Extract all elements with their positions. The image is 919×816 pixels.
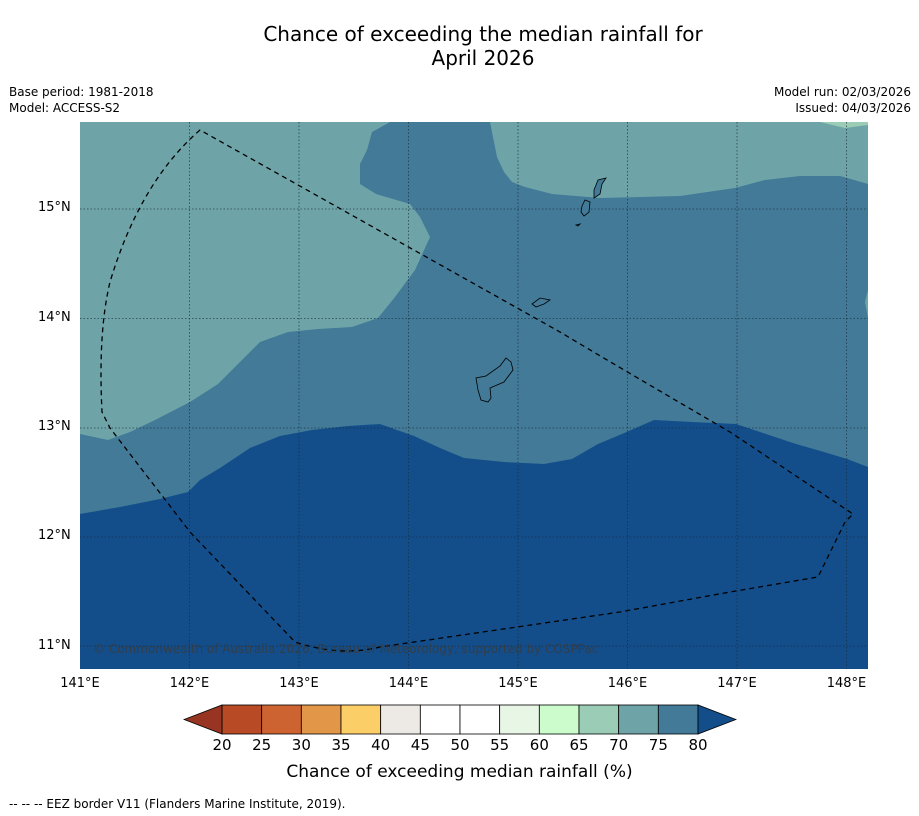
colorbar-cell (618, 704, 659, 735)
colorbar-tick: 70 (609, 736, 629, 754)
copyright-notice: © Commonwealth of Australia 2026, Bureau… (93, 642, 599, 656)
title-line-2: April 2026 (431, 46, 535, 70)
lon-label-141: 141°E (60, 676, 100, 691)
eez-border (100, 129, 855, 652)
base-period: Base period: 1981-2018 (9, 85, 154, 99)
colorbar-cell (419, 704, 461, 735)
region-70-75-patch (278, 228, 310, 244)
colorbar-tick: 45 (410, 736, 430, 754)
colorbar (183, 704, 737, 735)
colorbar-cell (499, 704, 540, 735)
colorbar-cell (300, 704, 342, 735)
colorbar-cell (657, 704, 699, 735)
colorbar-under-arrow (183, 704, 223, 735)
colorbar-tick: 20 (212, 736, 232, 754)
issued-date: Issued: 04/03/2026 (795, 101, 911, 115)
colorbar-over-arrow (697, 704, 737, 735)
colorbar-cell (578, 704, 620, 735)
island-rota (531, 297, 552, 308)
rainfall-map (80, 122, 868, 669)
colorbar-cell (459, 704, 501, 735)
model-run: Model run: 02/03/2026 (773, 85, 911, 99)
colorbar-tick: 40 (371, 736, 391, 754)
colorbar-cell (538, 704, 580, 735)
lat-label-11: 11°N (38, 638, 71, 653)
region-over-80 (80, 420, 868, 669)
meta-right: Model run: 02/03/2026 Issued: 04/03/2026 (774, 84, 911, 116)
title-line-1: Chance of exceeding the median rainfall … (263, 22, 703, 46)
lat-label-13: 13°N (38, 419, 71, 434)
region-70-75-west (80, 122, 430, 440)
island-tinian (580, 199, 591, 217)
colorbar-cell (340, 704, 382, 735)
model-name: Model: ACCESS-S2 (9, 101, 121, 115)
colorbar-cell (261, 704, 302, 735)
colorbar-tick: 55 (490, 736, 510, 754)
graticule (80, 122, 868, 669)
island-saipan (593, 177, 607, 199)
island-aguijan (574, 223, 582, 227)
colorbar-cell (380, 704, 421, 735)
lat-label-15: 15°N (38, 200, 71, 215)
lat-label-14: 14°N (38, 310, 71, 325)
colorbar-cells (221, 704, 699, 735)
eez-legend-note: -- -- -- EEZ border V11 (Flanders Marine… (9, 797, 346, 811)
island-guam (475, 357, 514, 403)
lon-label-146: 146°E (607, 676, 648, 691)
colorbar-tick: 75 (648, 736, 668, 754)
colorbar-tick: 30 (291, 736, 311, 754)
colorbar-tick: 65 (569, 736, 589, 754)
map-title: Chance of exceeding the median rainfall … (0, 22, 919, 70)
colorbar-label: Chance of exceeding median rainfall (%) (286, 762, 633, 782)
lon-label-145: 145°E (498, 676, 538, 691)
lon-label-144: 144°E (388, 676, 429, 691)
lon-label-148: 148°E (826, 676, 867, 691)
lon-label-143: 143°E (279, 676, 319, 691)
colorbar-tick: 35 (331, 736, 351, 754)
colorbar-tick: 25 (252, 736, 272, 754)
region-70-75-east-edge (865, 290, 868, 318)
lat-label-12: 12°N (38, 528, 71, 543)
lon-label-147: 147°E (717, 676, 757, 691)
islands (475, 177, 607, 403)
region-70-75-northeast (490, 122, 868, 198)
colorbar-cell (221, 704, 263, 735)
lon-label-142: 142°E (169, 676, 210, 691)
meta-left: Base period: 1981-2018 Model: ACCESS-S2 (9, 84, 154, 116)
colorbar-tick: 60 (529, 736, 549, 754)
colorbar-tick: 80 (688, 736, 708, 754)
colorbar-tick: 50 (450, 736, 470, 754)
region-65-70-corner (820, 122, 868, 128)
